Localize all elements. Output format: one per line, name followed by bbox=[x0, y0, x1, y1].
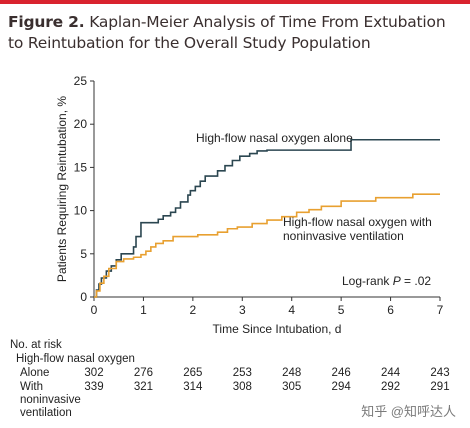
risk-value: 253 bbox=[233, 367, 252, 379]
risk-value: 292 bbox=[381, 381, 400, 393]
risk-value: 339 bbox=[84, 381, 103, 393]
y-tick-label: 10 bbox=[74, 204, 88, 218]
risk-value: 291 bbox=[430, 381, 449, 393]
risk-value: 308 bbox=[233, 381, 252, 393]
risk-value: 246 bbox=[332, 367, 351, 379]
risk-value: 244 bbox=[381, 367, 401, 379]
y-tick-label: 0 bbox=[80, 290, 87, 304]
risk-row-label: Alone bbox=[20, 367, 49, 379]
x-tick-label: 4 bbox=[288, 303, 295, 317]
risk-value: 248 bbox=[282, 367, 301, 379]
risk-row-label: With bbox=[20, 381, 43, 393]
risk-value: 302 bbox=[84, 367, 103, 379]
y-axis-label: Patients Requiring Reintubation, % bbox=[55, 96, 69, 282]
risk-table-heading: No. at risk bbox=[10, 339, 62, 351]
risk-row-label: noninvasive bbox=[20, 394, 81, 406]
y-tick-label: 15 bbox=[74, 160, 88, 174]
risk-value: 276 bbox=[134, 367, 153, 379]
x-tick-label: 1 bbox=[140, 303, 147, 317]
risk-value: 243 bbox=[430, 367, 449, 379]
y-tick-label: 25 bbox=[74, 74, 88, 88]
risk-row-label: ventilation bbox=[20, 407, 72, 419]
logrank-annotation: Log-rank P = .02 bbox=[342, 274, 431, 288]
chart-labels: Time Since Intubation, d Patients Requiri… bbox=[55, 96, 432, 336]
series-label-2-line: High-flow nasal oxygen with bbox=[283, 215, 432, 229]
risk-table-group-heading: High-flow nasal oxygen bbox=[16, 353, 135, 365]
risk-value: 305 bbox=[282, 381, 301, 393]
series-label-1: High-flow nasal oxygen alone bbox=[196, 131, 353, 145]
risk-value: 294 bbox=[332, 381, 352, 393]
risk-value: 321 bbox=[134, 381, 153, 393]
x-tick-label: 3 bbox=[239, 303, 246, 317]
x-axis-label: Time Since Intubation, d bbox=[213, 322, 342, 336]
x-tick-label: 6 bbox=[387, 303, 394, 317]
series-label-2-line: noninvasive ventilation bbox=[283, 229, 404, 243]
x-tick-label: 7 bbox=[437, 303, 444, 317]
y-tick-label: 5 bbox=[80, 247, 87, 261]
risk-value: 314 bbox=[183, 381, 203, 393]
y-tick-label: 20 bbox=[74, 117, 88, 131]
x-tick-label: 5 bbox=[338, 303, 345, 317]
x-tick-label: 0 bbox=[91, 303, 98, 317]
risk-value: 265 bbox=[183, 367, 202, 379]
watermark: 知乎 @知呼达人 bbox=[361, 401, 456, 420]
x-tick-label: 2 bbox=[190, 303, 197, 317]
